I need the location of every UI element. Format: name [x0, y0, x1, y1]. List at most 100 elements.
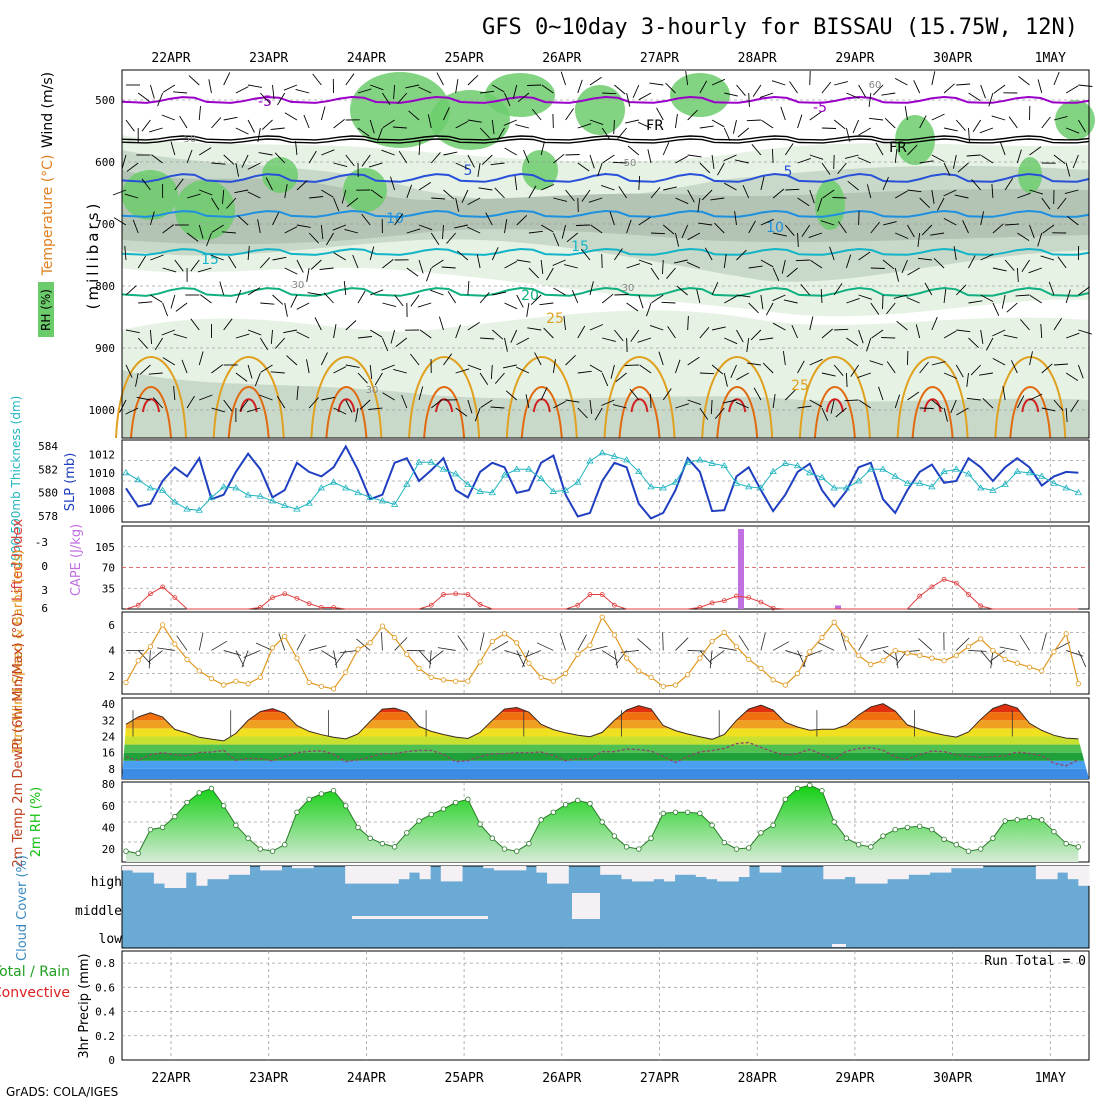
wind-barb — [454, 224, 468, 229]
wind-barb — [259, 257, 271, 269]
wind-barb — [1078, 286, 1090, 296]
wind-barb — [150, 254, 164, 261]
wind-barb — [312, 73, 322, 86]
thickness-marker — [561, 486, 570, 493]
wind10-barb — [601, 650, 618, 661]
wind-barb — [430, 399, 443, 409]
wind-barb — [540, 184, 555, 191]
li-marker — [758, 599, 764, 605]
wind-barb — [626, 92, 631, 107]
wind-barb — [651, 294, 664, 304]
temp-legend-label: Temperature (°C) — [40, 155, 56, 277]
rh-label-5: 30 — [366, 385, 379, 396]
wind-barb — [931, 399, 943, 410]
wind-barb — [1065, 162, 1071, 177]
thickness-marker — [476, 487, 484, 494]
cloud-mid-patch — [572, 893, 600, 919]
wind-barb — [821, 407, 829, 421]
wind-barb — [261, 119, 273, 130]
wind-barb — [257, 127, 261, 142]
wind-barb — [589, 154, 595, 169]
rh2m-marker — [929, 826, 935, 833]
wind-barb — [629, 388, 640, 401]
wind10-barb — [381, 632, 383, 651]
surface-panels: 584 582 580 578 1012 1010 1008 1006 1000-500mb T… — [0, 396, 1090, 1067]
thickness-marker — [1038, 472, 1046, 479]
wind-barb — [943, 330, 957, 339]
date-label-bottom-6: 28APR — [738, 1071, 777, 1086]
wind10-marker — [282, 633, 288, 639]
wind-barb — [724, 92, 738, 97]
wind-barb — [736, 249, 747, 261]
wind-barb — [597, 162, 603, 177]
wind-barb — [1066, 332, 1080, 339]
rh2m-marker — [514, 848, 520, 854]
wind10-marker — [465, 678, 471, 684]
wind-barb — [772, 322, 786, 331]
li-marker — [306, 601, 312, 607]
wind-barb — [381, 364, 395, 371]
precip-tick-0: 0.8 — [95, 957, 115, 970]
date-label-bottom-9: 1MAY — [1035, 1071, 1066, 1086]
precip-legend-convective: Convective — [0, 985, 70, 1001]
rh-green-blob-3 — [350, 72, 450, 148]
rh2m-marker — [721, 839, 727, 846]
wind-barb — [565, 189, 575, 202]
pressure-tick-700: 700 — [95, 218, 115, 231]
rh2m-marker — [245, 835, 251, 841]
wind-barb — [809, 316, 814, 331]
wind-barb — [869, 360, 884, 366]
wind-barb — [481, 154, 493, 166]
wind-barb — [835, 407, 847, 418]
wind-barb — [882, 221, 897, 226]
cloud-high-bar — [1078, 866, 1090, 886]
wind10-barb — [709, 650, 713, 669]
wind-barb — [343, 281, 347, 296]
temp-band-4 — [122, 736, 1089, 745]
wind-barb — [785, 188, 800, 191]
cape-small-bar — [835, 605, 841, 609]
wind-barb — [915, 324, 921, 339]
wind-barb — [260, 364, 273, 373]
wind-barb — [649, 82, 664, 86]
wind-barb — [564, 264, 578, 269]
wind-barb — [208, 79, 212, 94]
rh-green-blob-12 — [1055, 100, 1095, 140]
thickness-marker — [586, 457, 594, 464]
cloud-high-bar — [153, 866, 166, 884]
rh2m-marker — [782, 796, 789, 802]
wind-barb — [797, 197, 810, 207]
wind-barb — [982, 397, 994, 409]
wind10-marker — [672, 682, 679, 688]
slp-tick-2: 1008 — [89, 485, 116, 498]
wind-barb — [211, 197, 220, 211]
wind-barb — [541, 84, 554, 94]
wind10-barb — [333, 650, 338, 669]
wind-barb — [135, 372, 139, 387]
wind-barb — [1065, 372, 1079, 381]
wind-barb — [931, 71, 936, 86]
wind-barb — [369, 329, 383, 338]
wind-barb — [988, 92, 994, 107]
wind-barb — [612, 161, 627, 164]
li-marker — [709, 600, 715, 606]
wind-barb — [344, 228, 359, 234]
wind-barb — [265, 177, 273, 191]
wind-barb — [199, 147, 212, 156]
thickness-tick-2: 580 — [38, 487, 58, 500]
li-marker — [721, 598, 727, 604]
thickness-marker — [366, 493, 374, 500]
wind-barb — [602, 337, 616, 342]
wind-barb — [658, 351, 664, 366]
wind-barb — [173, 333, 188, 339]
rh2m-marker — [660, 810, 666, 817]
wind10-barb — [235, 650, 245, 667]
wind-barb — [494, 372, 505, 384]
wind10-barb — [718, 646, 737, 651]
wind-barb — [154, 337, 164, 351]
pressure-tick-1000: 1000 — [89, 404, 116, 417]
wind-barb — [139, 364, 151, 375]
wind-barb — [971, 179, 982, 191]
date-label-bottom-0: 22APR — [151, 1071, 190, 1086]
wind-barb — [924, 282, 933, 296]
